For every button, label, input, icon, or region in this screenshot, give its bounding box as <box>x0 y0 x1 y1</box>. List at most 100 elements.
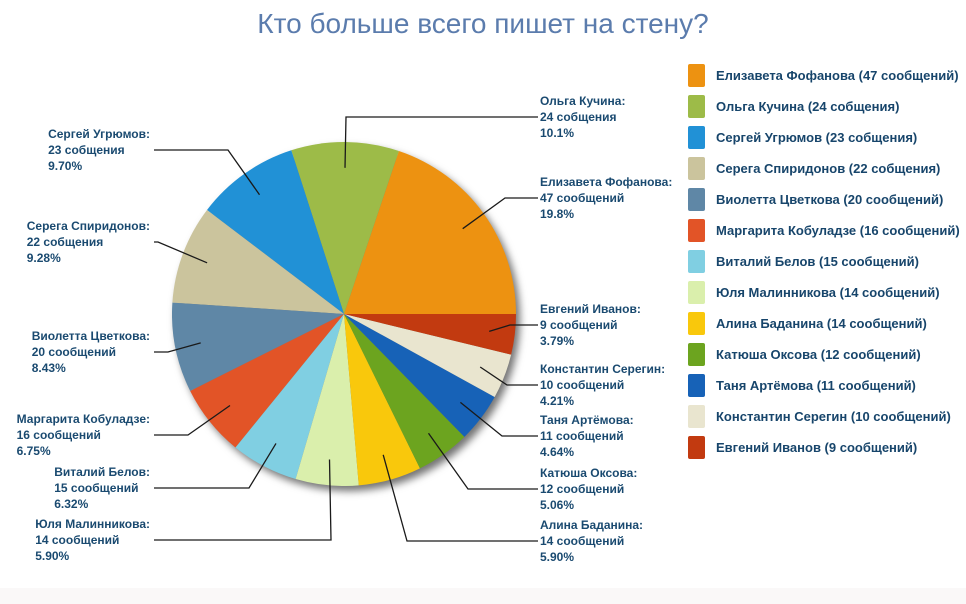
legend-item-2[interactable]: Сергей Угрюмов (23 собщения) <box>688 122 960 153</box>
legend-item-7[interactable]: Юля Малинникова (14 сообщений) <box>688 277 960 308</box>
legend-item-label: Сергей Угрюмов (23 собщения) <box>716 130 918 145</box>
callout-label-12: Евгений Иванов: 9 сообщений 3.79% <box>540 301 641 349</box>
callout-line-8 <box>382 454 538 542</box>
callout-name: Константин Серегин: <box>540 362 666 376</box>
legend-item-9[interactable]: Катюша Оксова (12 сообщений) <box>688 339 960 370</box>
callout-line-7 <box>154 459 332 541</box>
legend-item-3[interactable]: Серега Спиридонов (22 собщения) <box>688 153 960 184</box>
legend-item-4[interactable]: Виолетта Цветкова (20 сообщений) <box>688 184 960 215</box>
callout-name: Виталий Белов: <box>54 465 150 479</box>
callout-line-3 <box>154 241 208 264</box>
callout-name: Таня Артёмова: <box>540 413 634 427</box>
callout-line-12 <box>489 324 538 333</box>
pie <box>172 142 516 486</box>
callout-count: 47 сообщений <box>540 191 625 205</box>
legend-swatch-7 <box>688 281 705 304</box>
legend-swatch-0 <box>688 64 705 87</box>
callout-label-4: Виолетта Цветкова: 20 сообщений 8.43% <box>32 328 150 376</box>
callout-count: 23 собщения <box>48 143 125 157</box>
legend-item-label: Маргарита Кобуладзе (16 сообщений) <box>716 223 960 238</box>
callout-label-9: Катюша Оксова: 12 сообщений 5.06% <box>540 465 637 513</box>
callout-name: Евгений Иванов: <box>540 302 641 316</box>
legend-item-label: Катюша Оксова (12 сообщений) <box>716 347 921 362</box>
legend-item-0[interactable]: Елизавета Фофанова (47 сообщений) <box>688 60 960 91</box>
callout-percent: 3.79% <box>540 334 575 348</box>
callout-percent: 6.32% <box>54 497 89 511</box>
callout-name: Маргарита Кобуладзе: <box>16 412 150 426</box>
callout-count: 24 собщения <box>540 110 617 124</box>
callout-label-7: Юля Малинникова: 14 сообщений 5.90% <box>35 516 150 564</box>
legend-item-8[interactable]: Алина Баданина (14 сообщений) <box>688 308 960 339</box>
callout-name: Елизавета Фофанова: <box>540 175 673 189</box>
pie-slice-2[interactable] <box>207 150 344 314</box>
legend-item-label: Виолетта Цветкова (20 сообщений) <box>716 192 944 207</box>
legend-swatch-12 <box>688 436 705 459</box>
legend-item-10[interactable]: Таня Артёмова (11 сообщений) <box>688 370 960 401</box>
pie-slice-12[interactable] <box>344 314 516 355</box>
callout-count: 15 сообщений <box>54 481 139 495</box>
callout-line-11 <box>479 366 538 386</box>
callout-percent: 8.43% <box>31 361 66 375</box>
callout-name: Алина Баданина: <box>540 518 644 532</box>
pie-slice-3[interactable] <box>172 209 344 314</box>
callout-percent: 4.21% <box>540 394 575 408</box>
callout-percent: 9.28% <box>26 251 61 265</box>
pie-slice-0[interactable] <box>344 150 516 314</box>
pie-slice-11[interactable] <box>344 314 512 398</box>
callout-count: 9 сообщений <box>540 318 618 332</box>
callout-line-0 <box>462 197 538 230</box>
pie-slice-5[interactable] <box>190 314 344 448</box>
legend-swatch-9 <box>688 343 705 366</box>
legend-item-label: Серега Спиридонов (22 собщения) <box>716 161 941 176</box>
callout-line-1 <box>344 116 538 168</box>
callout-label-8: Алина Баданина: 14 сообщений 5.90% <box>540 517 643 565</box>
callout-percent: 9.70% <box>48 159 83 173</box>
callout-percent: 5.90% <box>35 549 70 563</box>
callout-label-10: Таня Артёмова: 11 сообщений 4.64% <box>540 412 634 460</box>
callout-count: 22 собщения <box>26 235 104 249</box>
callout-name: Ольга Кучина: <box>540 94 626 108</box>
pie-slice-7[interactable] <box>295 314 359 486</box>
callout-label-5: Маргарита Кобуладзе: 16 сообщений 6.75% <box>17 411 150 459</box>
callout-label-11: Константин Серегин: 10 сообщений 4.21% <box>540 361 665 409</box>
callout-name: Сергей Угрюмов: <box>48 127 150 141</box>
pie-slice-1[interactable] <box>291 142 399 314</box>
pie-slice-4[interactable] <box>172 302 344 391</box>
callout-name: Юля Малинникова: <box>35 517 150 531</box>
legend-item-label: Алина Баданина (14 сообщений) <box>716 316 927 331</box>
callout-count: 16 сообщений <box>16 428 101 442</box>
callout-percent: 5.06% <box>540 498 575 512</box>
pie-slice-8[interactable] <box>344 314 420 486</box>
legend-item-5[interactable]: Маргарита Кобуладзе (16 сообщений) <box>688 215 960 246</box>
pie-slice-6[interactable] <box>235 314 344 480</box>
callout-line-6 <box>154 443 277 489</box>
callout-label-0: Елизавета Фофанова: 47 сообщений 19.8% <box>540 174 672 222</box>
legend-item-1[interactable]: Ольга Кучина (24 собщения) <box>688 91 960 122</box>
callout-label-6: Виталий Белов: 15 сообщений 6.32% <box>54 464 150 512</box>
callout-name: Виолетта Цветкова: <box>31 329 150 343</box>
legend-item-label: Юля Малинникова (14 сообщений) <box>716 285 940 300</box>
legend-item-11[interactable]: Константин Серегин (10 сообщений) <box>688 401 960 432</box>
callout-percent: 4.64% <box>540 445 575 459</box>
callout-percent: 10.1% <box>540 126 575 140</box>
legend-item-12[interactable]: Евгений Иванов (9 сообщений) <box>688 432 960 463</box>
legend-swatch-5 <box>688 219 705 242</box>
pie-slice-9[interactable] <box>344 314 465 469</box>
callout-name: Серега Спиридонов: <box>26 219 150 233</box>
callout-percent: 5.90% <box>540 550 575 564</box>
pie-slice-10[interactable] <box>344 314 495 437</box>
legend-item-6[interactable]: Виталий Белов (15 сообщений) <box>688 246 960 277</box>
legend-swatch-8 <box>688 312 705 335</box>
legend-swatch-2 <box>688 126 705 149</box>
callout-count: 20 сообщений <box>31 345 116 359</box>
callout-label-3: Серега Спиридонов: 22 собщения 9.28% <box>27 218 150 266</box>
callout-line-10 <box>459 401 538 437</box>
callout-count: 12 сообщений <box>540 482 625 496</box>
callout-count: 11 сообщений <box>540 429 624 443</box>
legend-swatch-6 <box>688 250 705 273</box>
callout-line-4 <box>154 342 201 353</box>
legend-item-label: Елизавета Фофанова (47 сообщений) <box>716 68 959 83</box>
legend-item-label: Константин Серегин (10 сообщений) <box>716 409 951 424</box>
legend-swatch-10 <box>688 374 705 397</box>
callout-label-2: Сергей Угрюмов: 23 собщения 9.70% <box>48 126 150 174</box>
